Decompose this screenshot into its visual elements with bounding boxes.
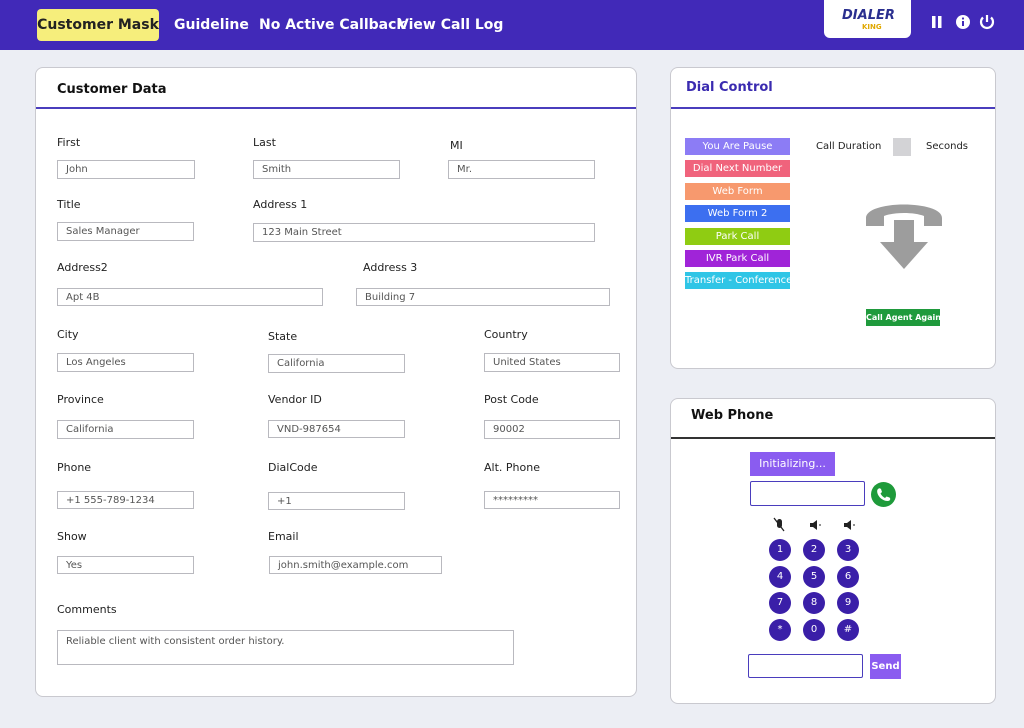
- phone-icon: [866, 204, 942, 269]
- call-duration-label: Call Duration: [816, 141, 882, 152]
- field-label: DialCode: [268, 461, 318, 474]
- keypad-key[interactable]: *: [769, 618, 791, 641]
- field-input[interactable]: john.smith@example.com: [269, 556, 442, 574]
- keypad-key[interactable]: 1: [769, 539, 791, 561]
- field-label: Alt. Phone: [484, 461, 540, 474]
- power-icon[interactable]: [979, 16, 995, 29]
- divider: [671, 437, 995, 439]
- duration-box: [893, 138, 911, 156]
- field-input[interactable]: Smith: [253, 160, 400, 179]
- call-button[interactable]: [870, 481, 897, 508]
- field-label: First: [57, 136, 81, 149]
- seconds-label: Seconds: [926, 141, 969, 152]
- keypad-key[interactable]: 4: [769, 565, 791, 588]
- keypad-key[interactable]: 0: [803, 618, 825, 641]
- dial-button[interactable]: Web Form 2: [685, 205, 790, 223]
- webphone-panel: [670, 398, 996, 704]
- field-input[interactable]: 90002: [484, 420, 620, 439]
- divider: [36, 107, 636, 109]
- keypad-key[interactable]: 6: [837, 565, 859, 588]
- field-input[interactable]: VND-987654: [268, 420, 405, 438]
- dial-button[interactable]: Dial Next Number: [685, 160, 790, 178]
- logo-subtext: KING: [862, 23, 882, 31]
- dial-button[interactable]: Transfer - Conference: [685, 272, 792, 290]
- dial-button[interactable]: IVR Park Call: [685, 250, 790, 267]
- keypad-key[interactable]: 8: [803, 592, 825, 615]
- audio-icons: [773, 517, 855, 532]
- panel-title: Dial Control: [686, 80, 773, 95]
- field-input[interactable]: Apt 4B: [57, 288, 323, 306]
- field-label: Address 3: [363, 261, 418, 274]
- divider: [671, 107, 995, 109]
- call-agent-again-button[interactable]: Call Agent Again: [866, 309, 941, 326]
- field-input[interactable]: Sales Manager: [57, 222, 194, 241]
- speaker-icon[interactable]: [844, 520, 851, 530]
- pause-icon-bar: [938, 16, 942, 28]
- mic-slash: [773, 517, 785, 532]
- field-input[interactable]: 123 Main Street: [253, 223, 595, 242]
- field-label: Last: [253, 136, 276, 149]
- field-label: Address 1: [253, 198, 308, 211]
- field-label: City: [57, 328, 79, 341]
- field-label: Vendor ID: [268, 393, 322, 406]
- field-label: MI: [450, 139, 463, 152]
- tab[interactable]: Customer Mask: [37, 9, 159, 41]
- send-button[interactable]: Send: [870, 654, 901, 679]
- keypad-key[interactable]: 5: [803, 565, 825, 588]
- dial-button[interactable]: Park Call: [685, 227, 790, 245]
- arrow-head: [880, 242, 928, 269]
- message-input[interactable]: [748, 654, 863, 678]
- tab[interactable]: View Call Log: [398, 17, 504, 33]
- field-input[interactable]: +1 555-789-1234: [57, 491, 194, 509]
- field-input[interactable]: Los Angeles: [57, 353, 194, 372]
- tab[interactable]: No Active Callback: [259, 17, 406, 33]
- logo: DIALER KING: [824, 0, 911, 38]
- field-input[interactable]: Mr.: [448, 160, 595, 179]
- field-label: Comments: [57, 603, 117, 616]
- call-circle: [871, 482, 896, 507]
- field-label: Title: [57, 198, 81, 211]
- keypad-key[interactable]: 3: [837, 539, 859, 561]
- field-input[interactable]: *********: [484, 491, 620, 509]
- field-input[interactable]: California: [57, 420, 194, 439]
- field-label: Phone: [57, 461, 92, 474]
- handset: [866, 204, 942, 226]
- tab[interactable]: Guideline: [174, 17, 249, 33]
- field-input[interactable]: Reliable client with consistent order hi…: [57, 630, 514, 665]
- field-input[interactable]: Building 7: [356, 288, 610, 306]
- keypad-key[interactable]: 7: [769, 592, 791, 615]
- field-input[interactable]: Yes: [57, 556, 194, 574]
- panel-title: Customer Data: [57, 82, 167, 97]
- keypad-key[interactable]: 2: [803, 539, 825, 561]
- header-icons: [932, 15, 995, 29]
- dial-input[interactable]: [750, 481, 865, 506]
- field-label: Post Code: [484, 393, 539, 406]
- pause-icon[interactable]: [932, 16, 936, 28]
- field-label: Address2: [57, 261, 108, 274]
- field-label: Country: [484, 328, 528, 341]
- dial-button[interactable]: Web Form: [685, 182, 790, 200]
- field-label: State: [268, 330, 298, 343]
- info-glyph: [962, 21, 964, 26]
- speaker-icon[interactable]: [810, 520, 817, 530]
- keypad-key[interactable]: 9: [837, 592, 859, 615]
- logo-text: DIALER: [842, 8, 895, 23]
- field-input[interactable]: California: [268, 354, 405, 373]
- arrow-shaft: [894, 220, 914, 244]
- field-input[interactable]: United States: [484, 353, 620, 372]
- field-label: Show: [57, 530, 87, 543]
- keypad-key[interactable]: #: [837, 618, 859, 641]
- call-glyph: [877, 488, 891, 502]
- field-input[interactable]: John: [57, 160, 195, 179]
- field-input[interactable]: +1: [268, 492, 405, 510]
- info-dot: [961, 17, 965, 20]
- field-label: Province: [57, 393, 104, 406]
- panel-title: Web Phone: [691, 408, 774, 423]
- dial-button[interactable]: You Are Pause: [685, 138, 790, 155]
- field-label: Email: [268, 530, 299, 543]
- status-button[interactable]: Initializing...: [750, 452, 835, 476]
